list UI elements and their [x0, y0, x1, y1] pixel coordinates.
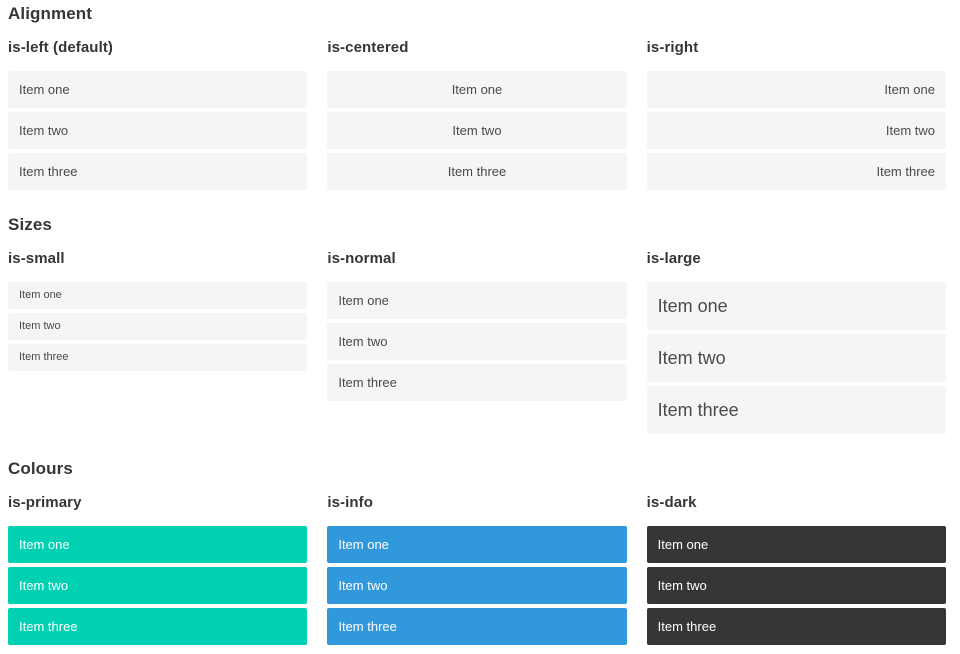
list-item: Item three	[8, 344, 308, 371]
column-is-right: is-right Item one Item two Item three	[646, 39, 946, 194]
list-item: Item two	[646, 334, 946, 382]
block-list-right: Item one Item two Item three	[646, 71, 946, 190]
column-title: is-info	[327, 494, 374, 511]
list-item: Item two	[646, 112, 946, 149]
list-item: Item two	[327, 567, 627, 604]
section-alignment: Alignment is-left (default) Item one Ite…	[8, 5, 946, 194]
block-list-info: Item one Item two Item three	[327, 526, 627, 645]
section-colours: Colours is-primary Item one Item two Ite…	[8, 460, 946, 649]
sizes-columns: is-small Item one Item two Item three is…	[8, 251, 946, 438]
list-item: Item two	[327, 112, 627, 149]
colours-columns: is-primary Item one Item two Item three …	[8, 495, 946, 649]
column-is-large: is-large Item one Item two Item three	[646, 250, 946, 438]
list-item: Item one	[327, 71, 627, 108]
section-sizes: Sizes is-small Item one Item two Item th…	[8, 216, 946, 438]
column-title: is-large	[646, 250, 701, 267]
list-item: Item two	[646, 567, 946, 604]
list-item: Item two	[327, 323, 627, 360]
list-item: Item one	[327, 526, 627, 563]
section-title: Colours	[8, 459, 73, 478]
list-item: Item two	[8, 112, 308, 149]
list-item: Item two	[8, 567, 308, 604]
alignment-columns: is-left (default) Item one Item two Item…	[8, 40, 946, 194]
list-item: Item one	[646, 526, 946, 563]
list-item: Item one	[8, 282, 308, 309]
column-title: is-primary	[8, 494, 82, 511]
list-item: Item three	[646, 386, 946, 434]
list-item: Item three	[646, 153, 946, 190]
block-list-centered: Item one Item two Item three	[327, 71, 627, 190]
column-is-primary: is-primary Item one Item two Item three	[8, 494, 308, 649]
column-is-small: is-small Item one Item two Item three	[8, 250, 308, 375]
section-title: Sizes	[8, 215, 52, 234]
section-title: Alignment	[8, 4, 93, 23]
column-is-normal: is-normal Item one Item two Item three	[327, 250, 627, 405]
block-list-normal: Item one Item two Item three	[327, 282, 627, 401]
column-is-left: is-left (default) Item one Item two Item…	[8, 39, 308, 194]
list-item: Item one	[8, 71, 308, 108]
block-list-large: Item one Item two Item three	[646, 282, 946, 434]
column-is-info: is-info Item one Item two Item three	[327, 494, 627, 649]
block-list-small: Item one Item two Item three	[8, 282, 308, 371]
list-item: Item three	[646, 608, 946, 645]
list-item: Item one	[646, 71, 946, 108]
block-list-dark: Item one Item two Item three	[646, 526, 946, 645]
column-is-dark: is-dark Item one Item two Item three	[646, 494, 946, 649]
list-item: Item three	[327, 608, 627, 645]
block-list-left: Item one Item two Item three	[8, 71, 308, 190]
list-item: Item three	[8, 153, 308, 190]
list-item: Item three	[327, 364, 627, 401]
block-list-primary: Item one Item two Item three	[8, 526, 308, 645]
column-title: is-small	[8, 250, 65, 267]
list-item: Item two	[8, 313, 308, 340]
column-title: is-dark	[646, 494, 697, 511]
column-title: is-left (default)	[8, 39, 114, 56]
list-item: Item one	[8, 526, 308, 563]
list-item: Item one	[646, 282, 946, 330]
column-title: is-centered	[327, 39, 409, 56]
column-title: is-right	[646, 39, 699, 56]
list-item: Item one	[327, 282, 627, 319]
list-item: Item three	[327, 153, 627, 190]
column-title: is-normal	[327, 250, 396, 267]
column-is-centered: is-centered Item one Item two Item three	[327, 39, 627, 194]
list-item: Item three	[8, 608, 308, 645]
